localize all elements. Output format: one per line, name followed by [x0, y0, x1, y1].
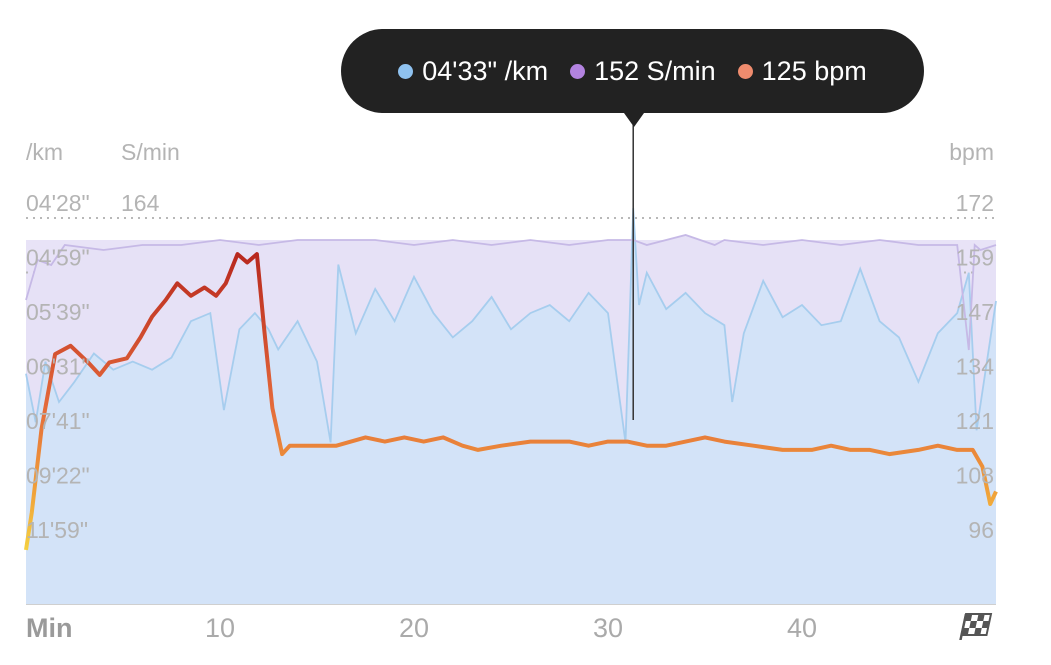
hr-tick-label: 147	[956, 299, 994, 325]
hr-unit-label: bpm	[949, 139, 994, 165]
pace-tick-label: 04'28"	[26, 190, 90, 216]
finish-flag-icon	[959, 613, 993, 640]
hr-tick-label: 96	[968, 517, 994, 543]
pace-tick-label: 07'41"	[26, 408, 90, 434]
pace-tick-label: 11'59"	[26, 517, 88, 543]
pace-tick-label: 05'39"	[26, 299, 90, 325]
tooltip-pace: 04'33" /km	[398, 56, 548, 87]
hr-tick-label: 159	[956, 245, 994, 271]
x-tick-label: 10	[205, 613, 235, 643]
pace-tick-label: 06'31"	[26, 354, 90, 380]
cadence-line	[25, 234, 997, 351]
x-tick-label: 30	[593, 613, 623, 643]
hr-dot-icon	[737, 63, 753, 79]
pace-dot-icon	[398, 63, 414, 79]
hr-tick-label: 121	[956, 408, 994, 434]
hr-tick-label: 134	[956, 354, 995, 380]
tooltip-hr-value: 125 bpm	[761, 55, 867, 86]
series-layer	[24, 208, 998, 604]
hr-tick-label: 108	[956, 463, 994, 489]
value-tooltip: 04'33" /km 152 S/min 125 bpm	[341, 29, 924, 127]
pace-line	[25, 208, 997, 443]
cadence-unit-label: S/min	[121, 139, 180, 165]
x-tick-label: 20	[399, 613, 429, 643]
heart-rate-line	[24, 252, 998, 551]
axis-labels: /km S/min bpm 164 04'28" 04'59" 05'39" 06'3…	[26, 139, 994, 543]
pace-tick-label: 04'59"	[26, 245, 90, 271]
tooltip-cadence-value: 152 S/min	[594, 55, 716, 86]
x-axis-start-label: Min	[26, 613, 73, 643]
tooltip-pace-value: 04'33" /km	[422, 55, 549, 86]
x-axis: Min 10 20 30 40	[26, 613, 817, 643]
hr-tick-label: 172	[956, 190, 994, 216]
tooltip-hr: 125 bpm	[737, 55, 867, 87]
pace-tick-label: 09'22"	[26, 463, 90, 489]
cadence-dot-icon	[570, 63, 586, 79]
x-tick-label: 40	[787, 613, 817, 643]
tooltip-cadence: 152 S/min	[570, 56, 716, 87]
cadence-tick-top: 164	[121, 190, 160, 216]
pace-unit-label: /km	[26, 139, 63, 165]
